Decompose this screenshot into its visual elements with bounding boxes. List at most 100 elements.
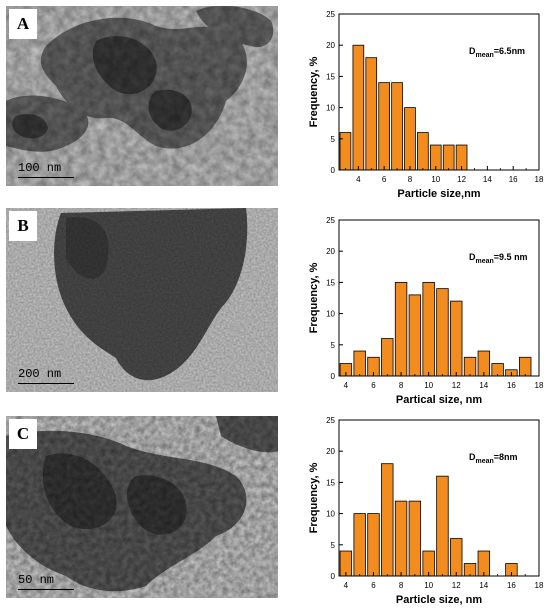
y-axis-label: Frequency, % <box>308 56 320 127</box>
x-tick-label: 16 <box>507 581 516 590</box>
x-tick-label: 18 <box>535 175 544 184</box>
y-tick-label: 15 <box>326 478 335 487</box>
y-tick-label: 10 <box>326 104 335 113</box>
y-tick-label: 0 <box>331 166 336 175</box>
histogram-bar <box>394 282 408 377</box>
x-tick-label: 14 <box>479 381 488 390</box>
x-axis-label: Particle size,nm <box>397 188 480 200</box>
x-tick-label: 4 <box>344 581 349 590</box>
mean-size-annotation: Dmean=8nm <box>469 452 518 465</box>
y-tick-label: 20 <box>326 247 335 256</box>
y-tick-label: 10 <box>326 510 335 519</box>
x-tick-label: 8 <box>399 581 404 590</box>
x-tick-label: 10 <box>424 581 433 590</box>
y-tick-label: 15 <box>326 278 335 287</box>
histogram-bar <box>367 513 380 577</box>
histogram-bar <box>436 288 449 377</box>
scale-bar-label-b: 200 nm <box>18 367 62 381</box>
y-axis-label: Frequency, % <box>308 262 320 333</box>
x-tick-label: 6 <box>382 175 387 184</box>
x-axis-label: Partical size, nm <box>396 394 482 406</box>
panel-label-a: A <box>9 9 37 39</box>
x-tick-label: 8 <box>399 381 404 390</box>
y-tick-label: 25 <box>326 10 335 19</box>
histogram-bar <box>450 538 463 577</box>
histogram-bar <box>391 82 403 171</box>
y-tick-label: 5 <box>331 135 336 144</box>
figure-row-a: A 100 nm 4 6 8 10 12 14 16 18 0 5 10 15 20 25 Particle… <box>0 0 550 200</box>
panel-label-c: C <box>9 419 37 449</box>
x-tick-label: 14 <box>479 581 488 590</box>
tem-micrograph-b <box>6 208 278 392</box>
histogram-bar <box>352 44 365 171</box>
x-tick-label: 4 <box>356 175 361 184</box>
mean-size-annotation: Dmean=6.5nm <box>469 46 525 59</box>
y-tick-label: 15 <box>326 72 335 81</box>
figure-row-c: C 50 nm 4 6 8 10 12 14 16 18 0 5 10 15 20 25 Particle … <box>0 406 550 606</box>
y-tick-label: 0 <box>331 572 336 581</box>
x-tick-label: 6 <box>371 381 376 390</box>
scale-bar-line-b <box>18 383 74 384</box>
mean-size-annotation: Dmean=9.5 nm <box>469 252 528 265</box>
scale-bar-a: 100 nm <box>18 161 74 178</box>
y-axis-label: Frequency, % <box>308 462 320 533</box>
histogram-svg-b: 4 6 8 10 12 14 16 18 0 5 10 15 20 25 Partical size, nm… <box>308 216 544 406</box>
x-tick-label: 10 <box>431 175 440 184</box>
x-tick-label: 16 <box>509 175 518 184</box>
y-tick-label: 25 <box>326 416 335 425</box>
scale-bar-b: 200 nm <box>18 367 74 384</box>
x-tick-label: 10 <box>424 381 433 390</box>
tem-image-c: C 50 nm <box>6 416 278 598</box>
x-tick-label: 18 <box>535 381 544 390</box>
histogram-bar <box>519 356 532 377</box>
y-tick-label: 20 <box>326 447 335 456</box>
x-tick-label: 14 <box>483 175 492 184</box>
x-tick-label: 12 <box>457 175 466 184</box>
x-tick-label: 4 <box>344 381 349 390</box>
scale-bar-c: 50 nm <box>18 573 74 590</box>
scale-bar-label-a: 100 nm <box>18 161 62 175</box>
y-tick-label: 5 <box>331 341 336 350</box>
x-tick-label: 8 <box>408 175 413 184</box>
histogram-bar <box>450 300 463 377</box>
histogram-bar <box>417 132 429 171</box>
x-tick-label: 12 <box>452 581 461 590</box>
y-tick-label: 0 <box>331 372 336 381</box>
histogram-bar <box>463 356 477 377</box>
histogram-c: 4 6 8 10 12 14 16 18 0 5 10 15 20 25 Particle size, nm… <box>300 410 550 610</box>
tem-image-a: A 100 nm <box>6 6 278 186</box>
scale-bar-label-c: 50 nm <box>18 573 55 587</box>
x-tick-label: 16 <box>507 381 516 390</box>
histogram-bar <box>404 107 416 171</box>
histogram-bar <box>436 475 449 577</box>
x-axis-label: Particle size, nm <box>396 594 482 606</box>
x-tick-label: 12 <box>452 381 461 390</box>
x-tick-label: 6 <box>371 581 376 590</box>
histogram-a: 4 6 8 10 12 14 16 18 0 5 10 15 20 25 Particle size,nm F… <box>300 4 550 204</box>
histogram-bar <box>353 513 366 577</box>
histogram-svg-a: 4 6 8 10 12 14 16 18 0 5 10 15 20 25 Particle size,nm F… <box>308 10 544 200</box>
y-tick-label: 10 <box>326 310 335 319</box>
histogram-bar <box>353 350 366 377</box>
plot-frame <box>338 419 540 577</box>
scale-bar-line-c <box>18 589 74 590</box>
tem-micrograph-c <box>6 416 278 598</box>
histogram-bar <box>339 132 352 171</box>
scale-bar-line-a <box>18 177 74 178</box>
y-tick-label: 25 <box>326 216 335 225</box>
tem-micrograph-a <box>6 6 278 186</box>
histogram-svg-c: 4 6 8 10 12 14 16 18 0 5 10 15 20 25 Particle size, nm… <box>308 416 544 606</box>
x-tick-label: 18 <box>535 581 544 590</box>
plot-frame <box>338 13 540 171</box>
histogram-bar <box>422 282 435 377</box>
histogram-bar <box>381 338 394 377</box>
figure-row-b: B 200 nm 4 6 8 10 12 14 16 18 0 5 10 15 20 25 Partical… <box>0 204 550 406</box>
y-tick-label: 5 <box>331 541 336 550</box>
histogram-bar <box>408 294 422 377</box>
histogram-bar <box>381 463 394 577</box>
panel-label-b: B <box>9 211 37 241</box>
plot-frame <box>338 219 540 377</box>
histogram-b: 4 6 8 10 12 14 16 18 0 5 10 15 20 25 Partical size, nm… <box>300 210 550 410</box>
y-tick-label: 20 <box>326 41 335 50</box>
tem-image-b: B 200 nm <box>6 208 278 392</box>
